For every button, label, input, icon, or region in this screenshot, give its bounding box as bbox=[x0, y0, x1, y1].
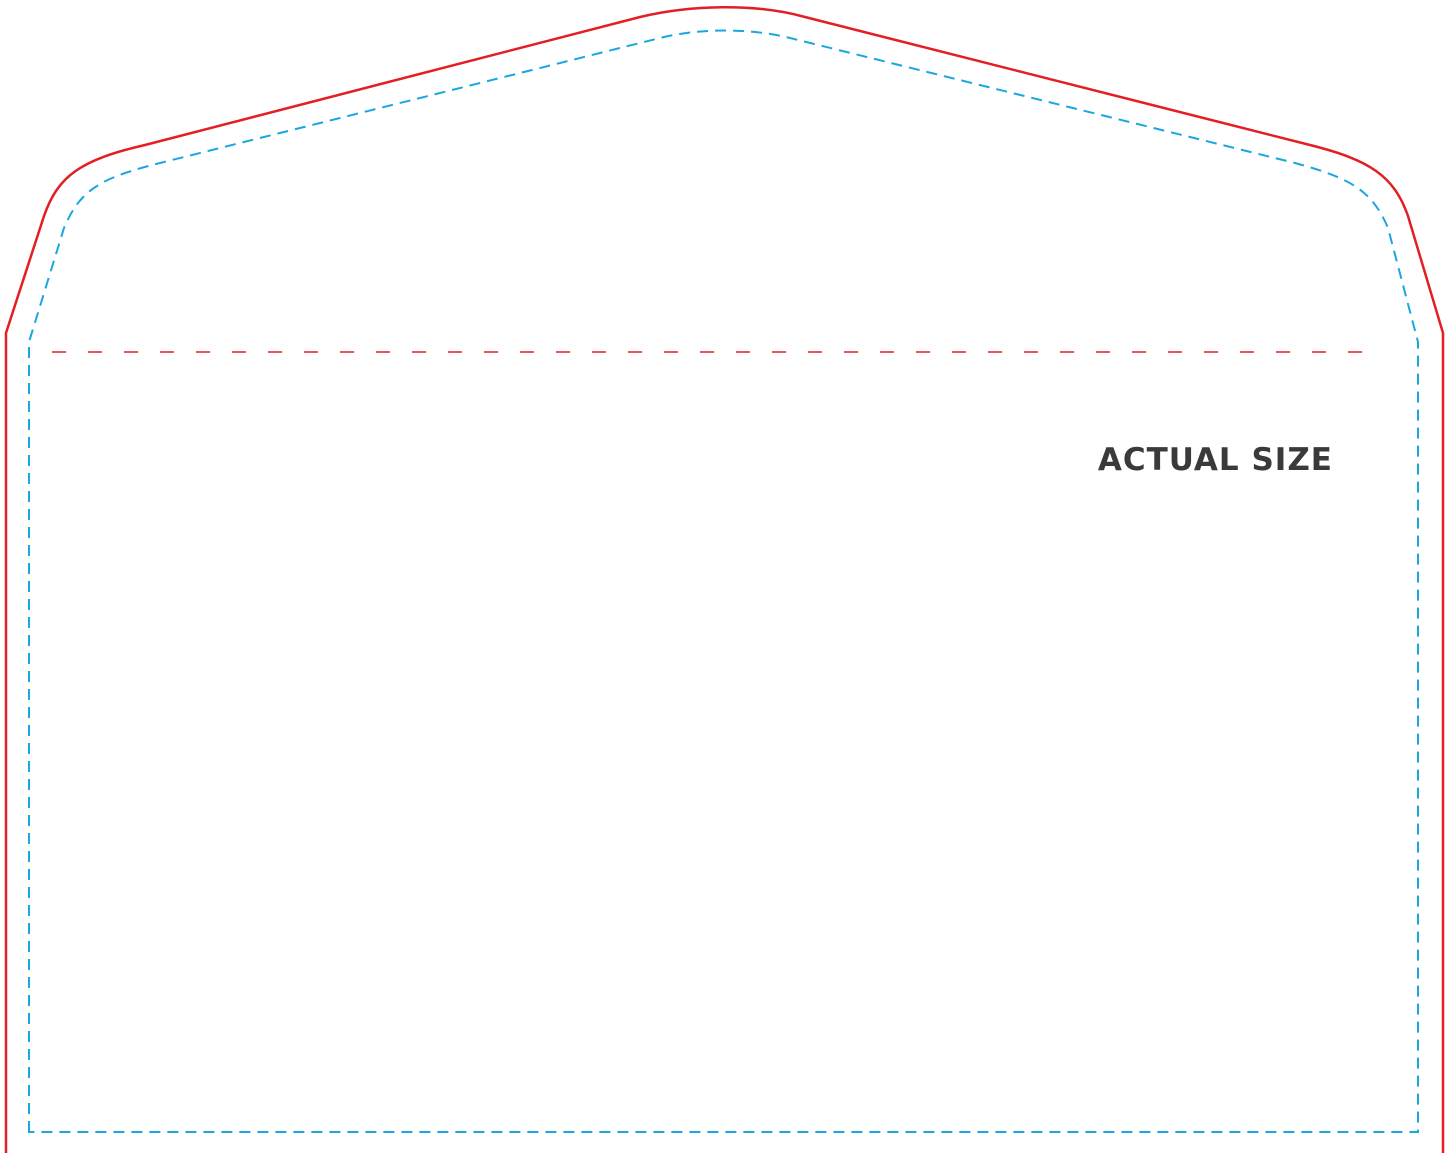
envelope-cut-line bbox=[4, 6, 1445, 1153]
actual-size-label: ACTUAL SIZE bbox=[1098, 442, 1333, 478]
envelope-safe-line bbox=[28, 29, 1419, 1133]
